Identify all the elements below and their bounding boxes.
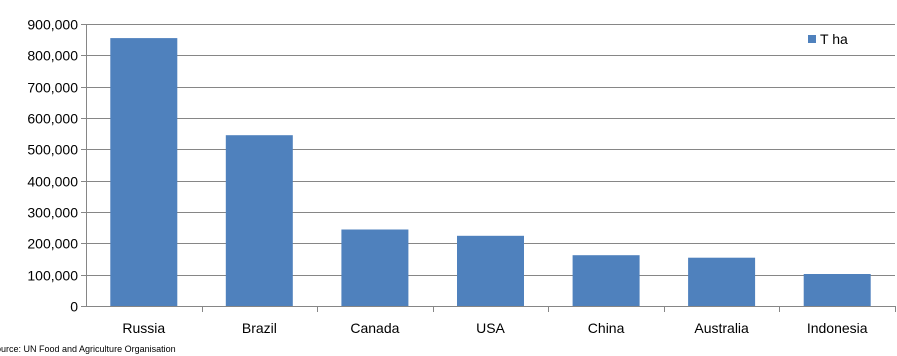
y-tick-label: 900,000 bbox=[27, 17, 78, 33]
x-tick-label: China bbox=[588, 320, 625, 336]
x-tick-label: Australia bbox=[694, 320, 749, 336]
y-tick-label: 400,000 bbox=[27, 174, 78, 190]
axes bbox=[81, 24, 896, 312]
bar-russia bbox=[110, 38, 178, 306]
bar-canada bbox=[341, 229, 409, 306]
bar-indonesia bbox=[803, 274, 871, 306]
x-tick-label: Indonesia bbox=[807, 320, 868, 336]
legend-label: T ha bbox=[820, 31, 848, 47]
gridlines bbox=[86, 24, 895, 276]
y-tick-label: 700,000 bbox=[27, 80, 78, 96]
legend-swatch bbox=[808, 35, 816, 43]
bars bbox=[110, 38, 871, 306]
bar-usa bbox=[457, 235, 524, 306]
bar-australia bbox=[688, 257, 756, 306]
y-tick-label: 0 bbox=[70, 299, 78, 315]
x-tick-labels: Russia Brazil Canada USA China Australia Indon… bbox=[122, 320, 867, 336]
bar-china bbox=[572, 255, 640, 306]
y-tick-label: 500,000 bbox=[27, 142, 78, 158]
bar-brazil bbox=[225, 135, 293, 306]
y-tick-label: 600,000 bbox=[27, 111, 78, 127]
x-tick-label: Brazil bbox=[242, 320, 277, 336]
y-tick-labels: 0 100,000 200,000 300,000 400,000 500,000 600,… bbox=[27, 17, 78, 315]
x-tick-label: Canada bbox=[350, 320, 399, 336]
y-tick-label: 300,000 bbox=[27, 205, 78, 221]
x-tick-label: USA bbox=[476, 320, 505, 336]
y-tick-label: 100,000 bbox=[27, 268, 78, 284]
legend: T ha bbox=[808, 31, 848, 47]
y-tick-label: 800,000 bbox=[27, 48, 78, 64]
source-note: Source: UN Food and Agriculture Organisa… bbox=[0, 344, 176, 354]
y-tick-label: 200,000 bbox=[27, 236, 78, 252]
x-tick-label: Russia bbox=[122, 320, 165, 336]
